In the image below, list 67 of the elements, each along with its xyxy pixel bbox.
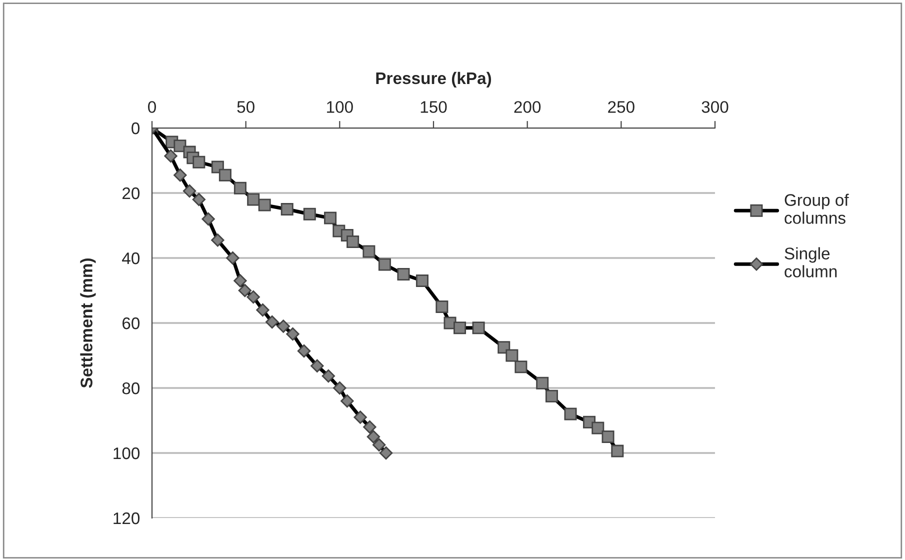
x-tick-label: 50 [237, 101, 254, 113]
x-tick-label: 150 [420, 101, 447, 113]
point [472, 322, 485, 334]
y-tick-label: 80 [122, 382, 140, 394]
point [379, 446, 393, 460]
point [246, 290, 260, 304]
y-tick-label: 40 [122, 252, 140, 264]
point [192, 192, 206, 206]
x-tick-label: 100 [327, 101, 353, 113]
point [397, 268, 410, 280]
point [416, 274, 428, 287]
y-tick-label: 100 [114, 447, 140, 460]
point [372, 438, 386, 452]
point [280, 203, 294, 216]
point [346, 236, 360, 248]
x-tick-label: 250 [608, 101, 634, 113]
point [611, 444, 624, 458]
legend-label: Group of columns [784, 194, 849, 224]
point [256, 303, 270, 317]
y-tick-label: 120 [114, 512, 140, 524]
point [514, 360, 528, 374]
point [234, 274, 247, 288]
y-axis-title: Settlement (mm) [80, 258, 96, 388]
point [202, 212, 215, 226]
point [238, 284, 252, 298]
point [174, 168, 187, 182]
point [378, 258, 391, 271]
point [436, 300, 448, 313]
point [226, 251, 240, 265]
point [276, 320, 290, 333]
point [322, 369, 335, 383]
point [366, 430, 380, 444]
point [506, 349, 518, 362]
point [266, 315, 279, 329]
x-axis-title: Pressure (kPa) [376, 72, 492, 88]
point [333, 381, 346, 395]
point [192, 156, 206, 168]
point [340, 394, 354, 408]
y-tick-label: 0 [132, 122, 140, 134]
point [354, 410, 367, 424]
point [362, 245, 376, 258]
point [564, 408, 577, 420]
point [234, 182, 246, 194]
x-tick-label: 200 [514, 101, 541, 113]
x-tick-label: 0 [148, 101, 156, 113]
point [363, 420, 376, 434]
point [174, 140, 186, 152]
point [303, 208, 316, 220]
point [286, 327, 300, 341]
point [247, 193, 260, 206]
point [324, 212, 337, 224]
point [545, 390, 558, 402]
point [258, 198, 271, 212]
x-tick-label: 300 [702, 101, 728, 113]
point [164, 149, 178, 163]
legend-label: Single column [784, 247, 837, 278]
point [297, 344, 311, 358]
point [182, 184, 196, 198]
point [310, 359, 324, 372]
point [592, 422, 604, 434]
point [454, 322, 466, 334]
y-tick-label: 60 [122, 317, 140, 330]
y-tick-label: 20 [122, 187, 140, 200]
point [536, 376, 549, 390]
point [602, 430, 614, 443]
point [211, 234, 224, 247]
point [218, 168, 232, 182]
